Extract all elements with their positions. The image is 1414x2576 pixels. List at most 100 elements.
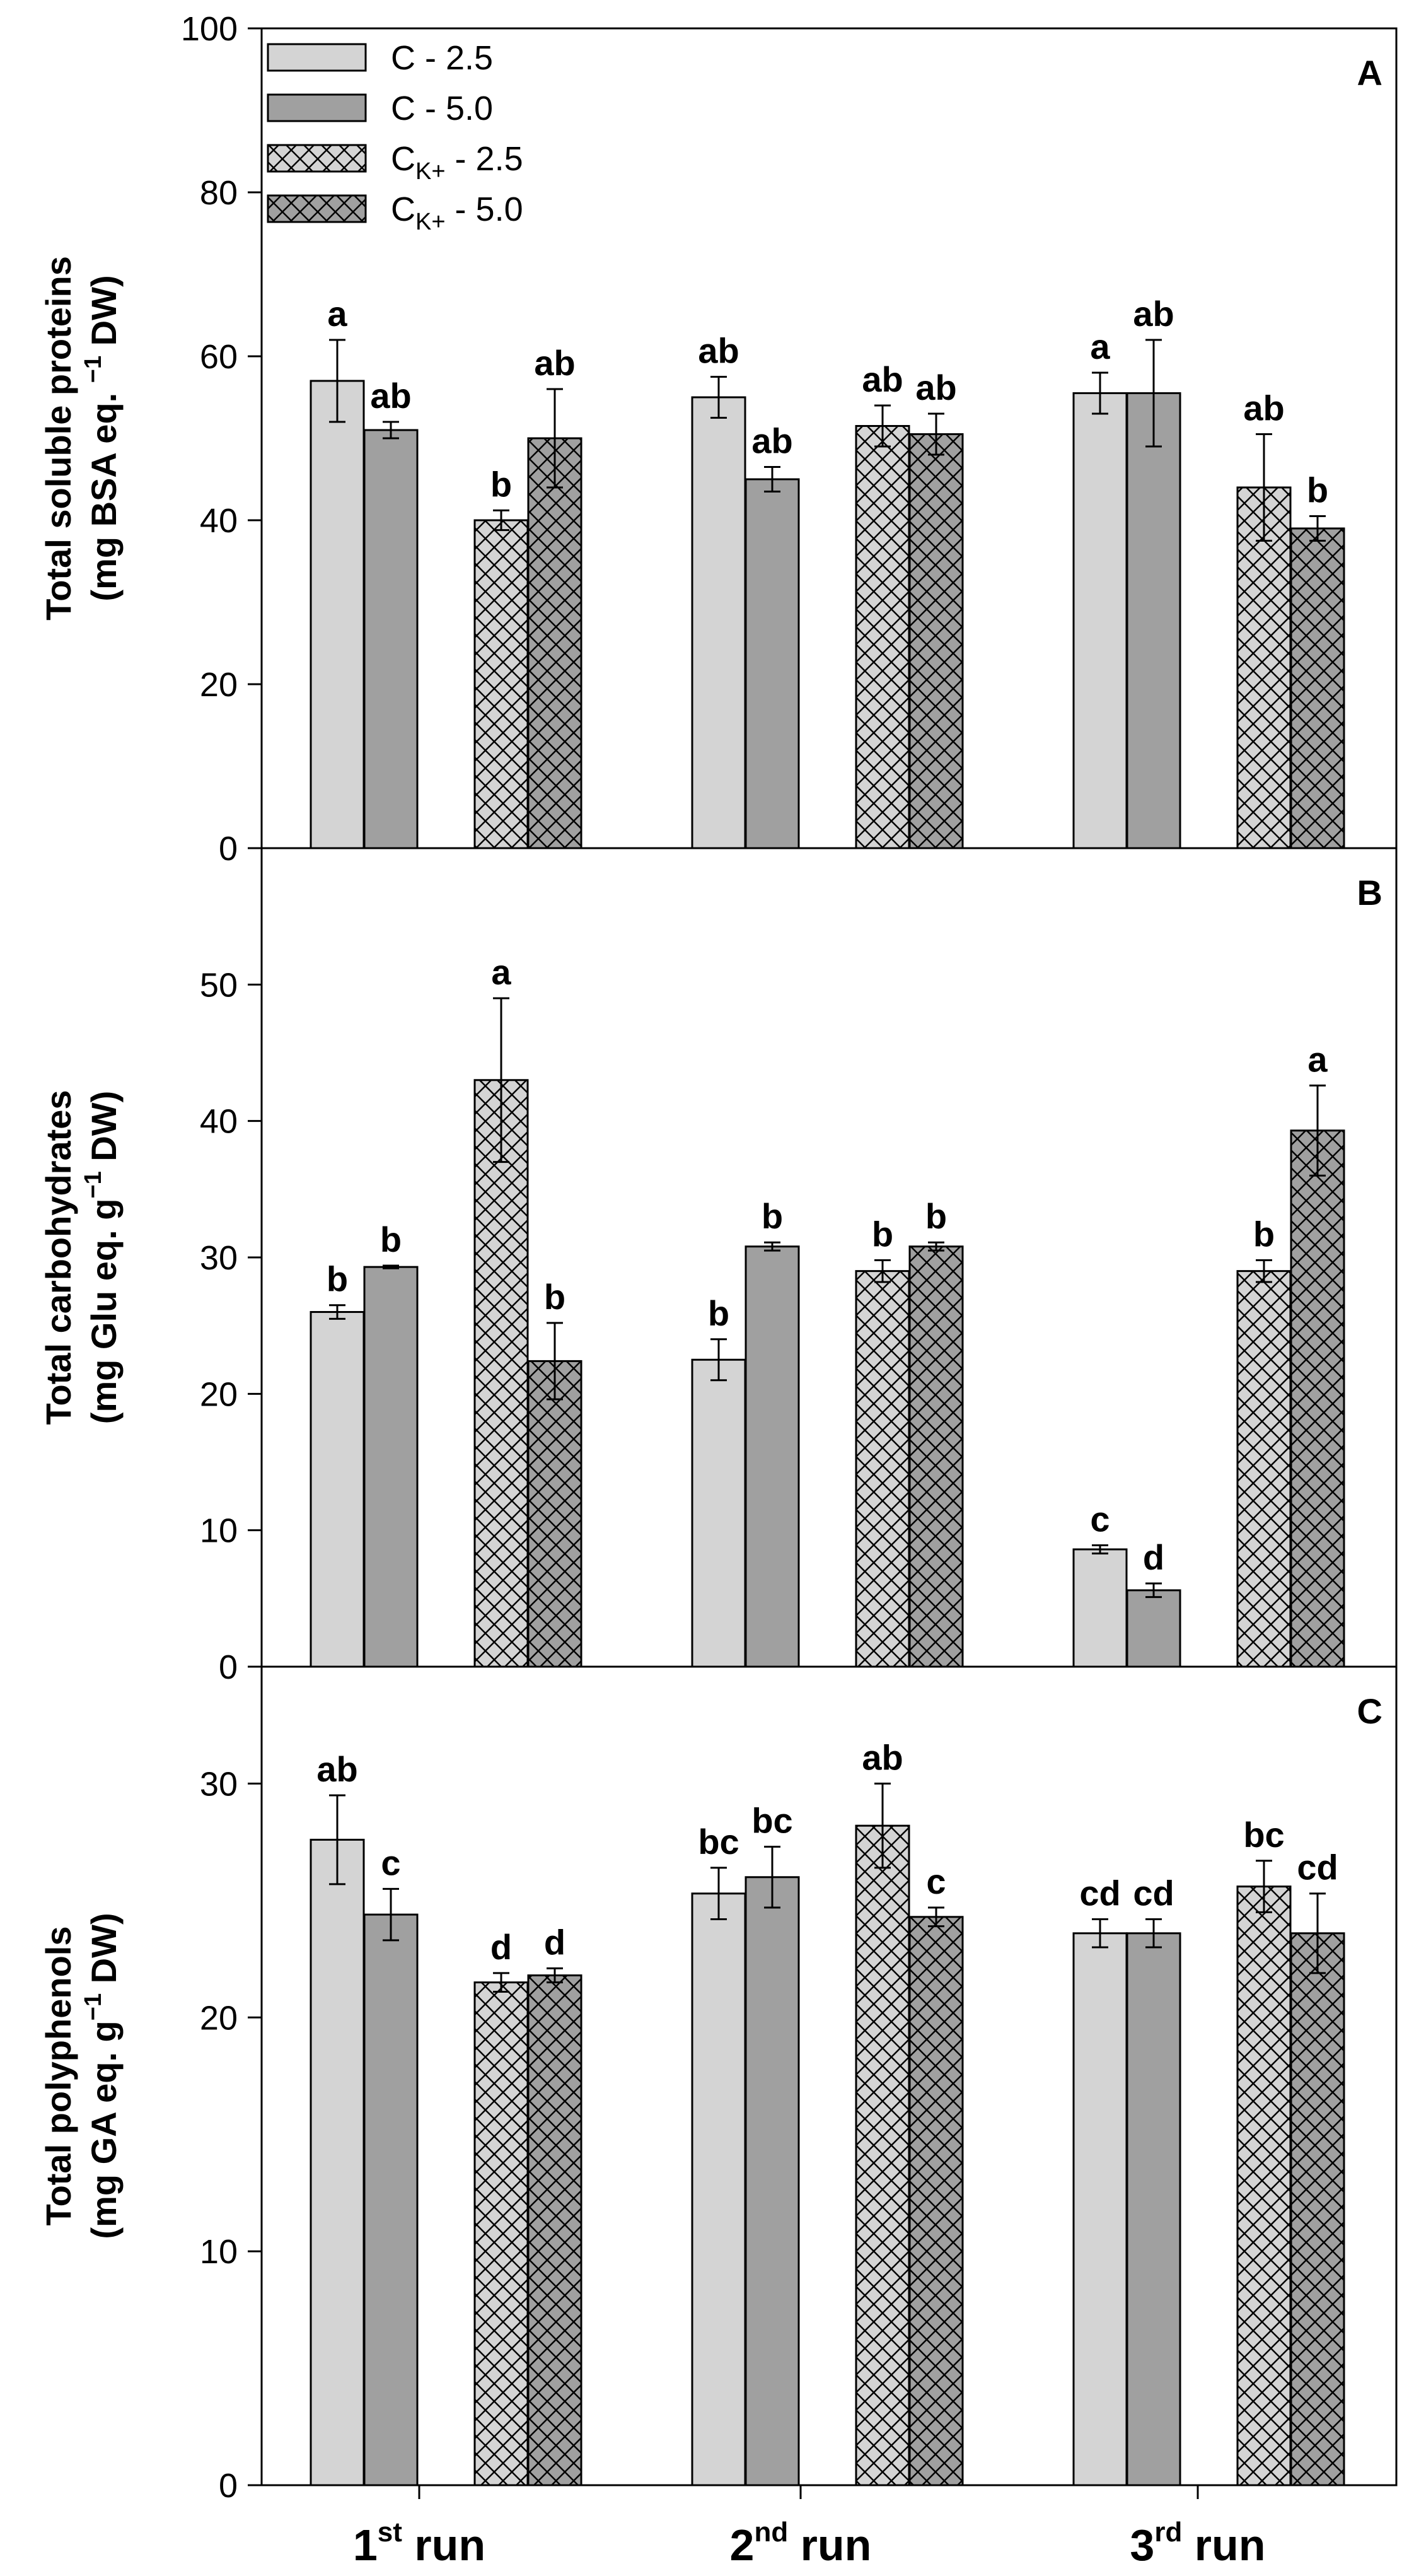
y-tick-label: 0	[219, 1648, 238, 1686]
bar	[310, 380, 365, 849]
bar	[363, 429, 419, 849]
bar	[1126, 1932, 1181, 2486]
y-tick-label: 30	[200, 1765, 238, 1803]
bar	[1072, 1548, 1128, 1668]
significance-label: c	[926, 1862, 946, 1901]
x-axis-group-labels: 1st run 2nd run 3rd run	[353, 2485, 1266, 2570]
significance-label: b	[708, 1293, 729, 1333]
panel-letter: C	[1357, 1691, 1382, 1731]
bar	[310, 1838, 365, 2486]
significance-label: ab	[751, 421, 792, 461]
panel-b: 0 10 20 30 40 50 Total carbohydrates (mg Glu eq…	[38, 847, 1398, 1686]
bar	[473, 519, 529, 849]
significance-label: ab	[862, 1737, 903, 1777]
significance-label: b	[1253, 1214, 1275, 1254]
plot-frame	[260, 1665, 1398, 2486]
bar	[855, 1824, 910, 2486]
significance-label: b	[327, 1259, 348, 1299]
legend-item: CK+ - 2.5	[267, 140, 523, 185]
y-tick-label: 20	[200, 1999, 238, 2037]
y-tick-label: 20	[200, 666, 238, 704]
bar	[745, 478, 800, 849]
bar	[1126, 1589, 1181, 1668]
y-tick-label: 50	[200, 966, 238, 1004]
significance-label: bc	[1243, 1815, 1284, 1855]
legend-swatch	[267, 194, 367, 223]
bar	[527, 1974, 582, 2486]
bar	[1290, 1129, 1345, 1668]
significance-label: ab	[534, 343, 575, 383]
significance-label: ab	[862, 359, 903, 399]
significance-label: d	[544, 1922, 565, 1962]
significance-label: a	[327, 294, 347, 334]
significance-label: ab	[1133, 294, 1174, 334]
significance-label: b	[380, 1220, 402, 1259]
significance-label: c	[381, 1843, 400, 1882]
y-axis-label: Total polyphenols (mg GA eq. g−1 DW)	[38, 1913, 124, 2239]
significance-label: d	[490, 1927, 512, 1967]
x-group-label: 1st run	[353, 2517, 485, 2570]
significance-label: b	[490, 464, 512, 504]
y-tick-label: 10	[200, 2233, 238, 2271]
y-tick-label: 60	[200, 338, 238, 376]
bar	[527, 1360, 582, 1668]
y-tick-label: 40	[200, 502, 238, 540]
legend-item: C - 2.5	[267, 39, 493, 77]
bar	[1290, 527, 1345, 849]
significance-label: b	[872, 1214, 893, 1254]
y-tick-label: 30	[200, 1239, 238, 1277]
bar	[310, 1311, 365, 1668]
bar	[1236, 1270, 1292, 1668]
legend-swatch	[267, 93, 367, 122]
significance-label: b	[544, 1277, 565, 1317]
x-group-label: 2nd run	[730, 2517, 872, 2570]
bar	[473, 1079, 529, 1668]
legend-label: C - 2.5	[391, 39, 493, 77]
significance-label: bc	[751, 1801, 792, 1841]
significance-label: ab	[370, 376, 411, 416]
chart-legend: C - 2.5 C - 5.0 CK+ - 2.5 CK+ - 5.0	[267, 39, 523, 235]
significance-label: a	[491, 952, 511, 992]
bar	[745, 1245, 800, 1668]
bar	[1126, 392, 1181, 849]
bar	[473, 1981, 529, 2486]
panel-letter: A	[1357, 53, 1382, 93]
y-tick-label: 40	[200, 1103, 238, 1141]
y-tick-label: 80	[200, 174, 238, 212]
bar	[908, 1916, 964, 2486]
legend-swatch	[267, 43, 367, 72]
panel-a: 0 20 40 60 80 100 Total soluble proteins (mg BS…	[38, 10, 1398, 868]
panel-c: 0 10 20 30 Total polyphenols (mg GA eq. g−1 D…	[38, 1665, 1398, 2505]
bar	[1072, 392, 1128, 849]
y-axis-label: Total soluble proteins (mg BSA eq. −1 DW)	[38, 256, 124, 621]
significance-label: d	[1143, 1537, 1164, 1577]
significance-label: ab	[698, 331, 739, 371]
plot-frame	[260, 847, 1398, 1668]
bar	[908, 1245, 964, 1668]
x-group-label: 3rd run	[1130, 2517, 1265, 2570]
significance-label: cd	[1297, 1848, 1338, 1887]
significance-label: c	[1090, 1499, 1110, 1539]
y-tick-label: 10	[200, 1512, 238, 1550]
plot-frame	[260, 27, 1398, 849]
significance-label: bc	[698, 1822, 739, 1862]
bar	[691, 396, 746, 849]
bar	[855, 425, 910, 849]
bar	[363, 1266, 419, 1668]
bar	[691, 1358, 746, 1668]
legend-swatch	[267, 144, 367, 173]
y-tick-label: 20	[200, 1375, 238, 1413]
panel-letter: B	[1357, 873, 1382, 912]
bar	[1236, 1885, 1292, 2486]
significance-label: ab	[316, 1749, 357, 1789]
significance-label: ab	[1243, 388, 1284, 428]
significance-label: a	[1307, 1039, 1328, 1079]
legend-label: CK+ - 2.5	[391, 140, 523, 185]
significance-label: b	[1307, 470, 1328, 510]
significance-label: cd	[1133, 1874, 1174, 1913]
bar	[691, 1892, 746, 2486]
legend-item: C - 5.0	[267, 90, 493, 127]
bar	[745, 1876, 800, 2486]
bar	[363, 1913, 419, 2486]
